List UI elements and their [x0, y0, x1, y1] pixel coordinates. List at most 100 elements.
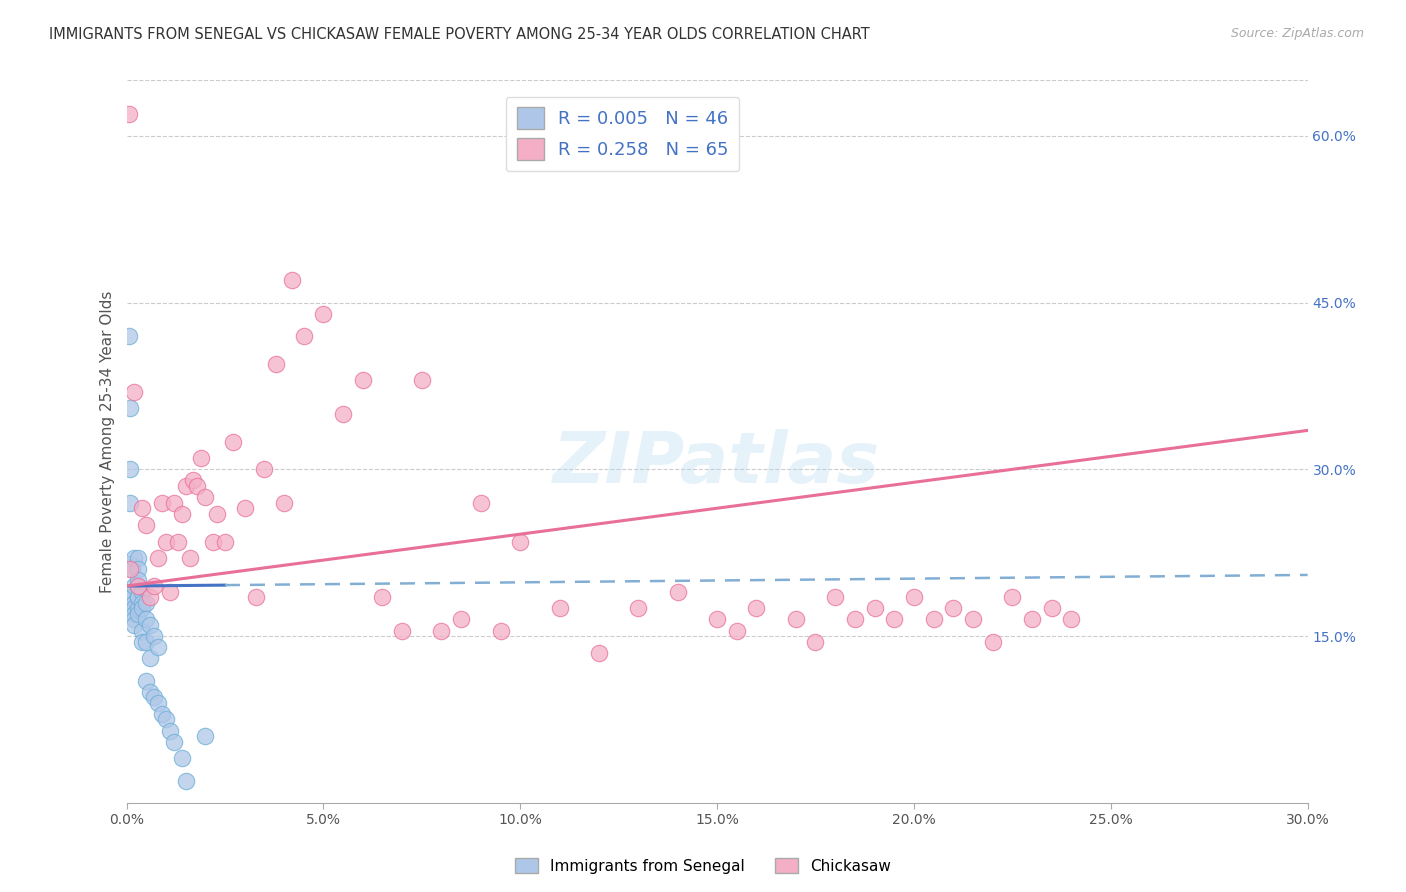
- Point: [135, 612, 157, 626]
- Point: [120, 496, 142, 510]
- Y-axis label: Female Poverty Among 25-34 Year Olds: Female Poverty Among 25-34 Year Olds: [100, 291, 115, 592]
- Point: [666, 584, 689, 599]
- Point: [127, 579, 149, 593]
- Point: [981, 634, 1004, 648]
- Point: [124, 384, 146, 399]
- Point: [352, 373, 374, 387]
- Point: [135, 596, 157, 610]
- Point: [391, 624, 413, 638]
- Point: [194, 729, 217, 743]
- Point: [159, 584, 181, 599]
- Point: [170, 507, 193, 521]
- Point: [146, 551, 169, 566]
- Point: [135, 673, 157, 688]
- Point: [430, 624, 453, 638]
- Point: [903, 590, 925, 604]
- Point: [127, 579, 149, 593]
- Point: [205, 507, 228, 521]
- Point: [186, 479, 208, 493]
- Point: [146, 640, 169, 655]
- Point: [1021, 612, 1043, 626]
- Point: [273, 496, 295, 510]
- Point: [120, 401, 142, 416]
- Point: [1040, 601, 1063, 615]
- Point: [332, 407, 354, 421]
- Point: [942, 601, 965, 615]
- Point: [120, 557, 142, 571]
- Point: [281, 273, 304, 287]
- Point: [155, 713, 177, 727]
- Point: [163, 496, 186, 510]
- Point: [117, 106, 139, 120]
- Point: [124, 551, 146, 566]
- Point: [124, 579, 146, 593]
- Point: [155, 534, 177, 549]
- Point: [143, 629, 166, 643]
- Text: IMMIGRANTS FROM SENEGAL VS CHICKASAW FEMALE POVERTY AMONG 25-34 YEAR OLDS CORREL: IMMIGRANTS FROM SENEGAL VS CHICKASAW FEM…: [49, 27, 870, 42]
- Point: [127, 551, 149, 566]
- Point: [131, 501, 153, 516]
- Point: [135, 634, 157, 648]
- Point: [139, 618, 162, 632]
- Point: [139, 651, 162, 665]
- Text: Source: ZipAtlas.com: Source: ZipAtlas.com: [1230, 27, 1364, 40]
- Point: [233, 501, 256, 516]
- Point: [174, 479, 197, 493]
- Point: [588, 646, 610, 660]
- Point: [124, 607, 146, 621]
- Point: [163, 734, 186, 748]
- Point: [489, 624, 512, 638]
- Point: [863, 601, 886, 615]
- Point: [844, 612, 866, 626]
- Point: [627, 601, 650, 615]
- Point: [174, 773, 197, 788]
- Point: [804, 634, 827, 648]
- Point: [121, 562, 143, 576]
- Point: [883, 612, 905, 626]
- Point: [706, 612, 728, 626]
- Point: [124, 618, 146, 632]
- Legend: R = 0.005   N = 46, R = 0.258   N = 65: R = 0.005 N = 46, R = 0.258 N = 65: [506, 96, 740, 171]
- Point: [143, 579, 166, 593]
- Point: [725, 624, 748, 638]
- Point: [548, 601, 571, 615]
- Point: [120, 462, 142, 476]
- Point: [264, 357, 287, 371]
- Legend: Immigrants from Senegal, Chickasaw: Immigrants from Senegal, Chickasaw: [509, 852, 897, 880]
- Point: [962, 612, 984, 626]
- Point: [120, 562, 142, 576]
- Point: [139, 684, 162, 698]
- Point: [1001, 590, 1024, 604]
- Point: [150, 706, 173, 721]
- Point: [450, 612, 472, 626]
- Point: [131, 596, 153, 610]
- Point: [824, 590, 846, 604]
- Point: [117, 329, 139, 343]
- Point: [1060, 612, 1083, 626]
- Point: [135, 517, 157, 532]
- Point: [745, 601, 768, 615]
- Point: [131, 584, 153, 599]
- Point: [194, 490, 217, 504]
- Point: [131, 624, 153, 638]
- Point: [131, 601, 153, 615]
- Point: [124, 596, 146, 610]
- Point: [190, 451, 212, 466]
- Point: [127, 601, 149, 615]
- Point: [202, 534, 225, 549]
- Point: [411, 373, 433, 387]
- Point: [312, 307, 335, 321]
- Point: [146, 696, 169, 710]
- Point: [127, 607, 149, 621]
- Point: [245, 590, 267, 604]
- Point: [127, 562, 149, 576]
- Point: [120, 590, 142, 604]
- Point: [222, 434, 245, 449]
- Point: [127, 590, 149, 604]
- Point: [253, 462, 276, 476]
- Text: ZIPatlas: ZIPatlas: [554, 429, 880, 498]
- Point: [121, 590, 143, 604]
- Point: [183, 474, 205, 488]
- Point: [124, 612, 146, 626]
- Point: [470, 496, 492, 510]
